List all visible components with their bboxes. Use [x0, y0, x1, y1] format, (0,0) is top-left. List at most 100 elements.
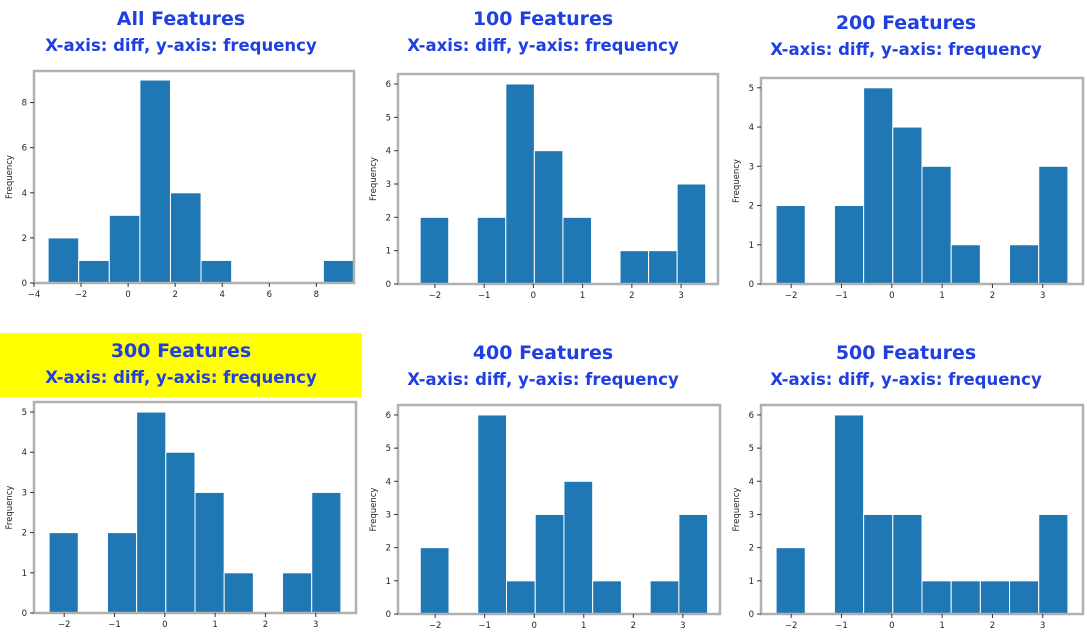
chart-subtitle: X-axis: diff, y-axis: frequency: [407, 36, 679, 55]
histogram-bar: [1038, 513, 1069, 615]
y-tick-label: 4: [22, 448, 27, 458]
x-tick-label: 4: [220, 290, 225, 300]
y-tick-label: 5: [22, 408, 27, 418]
y-tick-label: 5: [749, 444, 754, 454]
x-tick-label: 6: [267, 290, 272, 300]
y-tick-label: 4: [386, 147, 391, 157]
chart-title: 300 Features: [110, 340, 252, 362]
x-tick-label: −2: [785, 621, 798, 631]
histogram-bar: [106, 532, 138, 614]
plot-frame: [396, 403, 722, 616]
y-tick-label: 3: [22, 488, 27, 498]
x-tick-label: 0: [162, 620, 167, 630]
x-tick-label: 2: [629, 291, 634, 301]
x-tick-label: 3: [313, 620, 318, 630]
y-tick-label: 1: [749, 577, 754, 587]
y-tick-label: 0: [386, 610, 391, 620]
y-axis-label: Frequency: [369, 157, 379, 201]
histogram-bar: [223, 572, 254, 614]
x-tick-label: −2: [429, 291, 442, 301]
histogram-bar: [194, 491, 225, 614]
x-tick-label: 1: [581, 621, 586, 631]
histogram-bar: [47, 237, 80, 284]
histogram-bar: [676, 183, 707, 285]
chart-subtitle: X-axis: diff, y-axis: frequency: [770, 370, 1042, 389]
histogram-bar: [979, 580, 1011, 615]
y-tick-label: 2: [22, 234, 27, 244]
y-tick-label: 3: [749, 510, 754, 520]
histogram-bar: [775, 205, 806, 285]
y-tick-label: 4: [749, 477, 754, 487]
panel-all-features: All Features X-axis: diff, y-axis: frequ…: [0, 0, 362, 318]
x-tick-label: −4: [28, 290, 41, 300]
y-tick-label: 1: [749, 241, 754, 251]
histogram-bar: [477, 414, 507, 615]
y-tick-label: 8: [22, 99, 27, 109]
panel-200-features: 200 Features X-axis: diff, y-axis: frequ…: [725, 0, 1087, 318]
histogram-bar: [619, 250, 650, 285]
y-tick-label: 1: [22, 569, 27, 579]
y-tick-label: 0: [22, 609, 27, 619]
chart-title: 400 Features: [472, 342, 614, 364]
x-tick-label: 3: [678, 291, 683, 301]
y-axis-label: Frequency: [5, 486, 15, 530]
highlight-box: [0, 333, 362, 397]
histogram-bar: [1009, 244, 1040, 285]
histogram-bar: [108, 214, 141, 284]
y-tick-label: 2: [749, 544, 754, 554]
histogram-bar: [419, 547, 450, 615]
chart-title: 100 Features: [472, 8, 614, 30]
x-tick-label: 0: [531, 291, 536, 301]
histogram-bar: [311, 491, 342, 614]
plot-frame: [396, 72, 720, 286]
plot-frame: [759, 403, 1085, 616]
x-tick-label: 3: [1040, 291, 1045, 301]
histogram-bar: [476, 216, 507, 285]
histogram-bar: [863, 513, 894, 615]
x-tick-label: 1: [939, 621, 944, 631]
x-tick-label: 0: [532, 621, 537, 631]
histogram-bar: [534, 513, 565, 615]
y-tick-label: 2: [22, 529, 27, 539]
y-tick-label: 1: [386, 577, 391, 587]
x-tick-label: −1: [108, 620, 121, 630]
y-tick-label: 5: [386, 444, 391, 454]
x-tick-label: −2: [58, 620, 71, 630]
y-tick-label: 2: [386, 213, 391, 223]
y-tick-label: 0: [386, 280, 391, 290]
y-tick-label: 6: [22, 144, 27, 154]
x-tick-label: 2: [990, 291, 995, 301]
x-tick-label: 2: [990, 621, 995, 631]
histogram-bar: [505, 580, 536, 615]
y-axis-label: Frequency: [732, 159, 742, 203]
panel-500-features: 500 Features X-axis: diff, y-axis: frequ…: [725, 318, 1087, 636]
x-tick-label: 8: [314, 290, 319, 300]
x-tick-label: −1: [835, 291, 848, 301]
histogram-bar: [1038, 165, 1069, 285]
x-tick-label: 0: [889, 621, 894, 631]
x-tick-label: −1: [478, 291, 491, 301]
chart-title: 200 Features: [835, 12, 977, 34]
y-tick-label: 2: [749, 202, 754, 212]
histogram-bar: [775, 547, 806, 615]
panel-400-features: 400 Features X-axis: diff, y-axis: frequ…: [362, 318, 724, 636]
x-tick-label: 0: [889, 291, 894, 301]
y-tick-label: 0: [749, 610, 754, 620]
chart-title: 500 Features: [835, 342, 977, 364]
y-tick-label: 4: [386, 477, 391, 487]
chart-subtitle: X-axis: diff, y-axis: frequency: [407, 370, 679, 389]
histogram-bar: [648, 250, 678, 285]
histogram-bar: [505, 83, 535, 285]
y-tick-label: 1: [386, 247, 391, 257]
plot-frame: [32, 69, 356, 285]
y-tick-label: 3: [749, 162, 754, 172]
y-tick-label: 4: [22, 189, 27, 199]
histogram-bar: [950, 244, 981, 285]
y-axis-label: Frequency: [5, 155, 15, 199]
y-axis-label: Frequency: [732, 488, 742, 532]
x-tick-label: −2: [429, 621, 442, 631]
panel-100-features: 100 Features X-axis: diff, y-axis: frequ…: [362, 0, 724, 318]
histogram-bar: [649, 580, 680, 615]
x-tick-label: −1: [835, 621, 848, 631]
